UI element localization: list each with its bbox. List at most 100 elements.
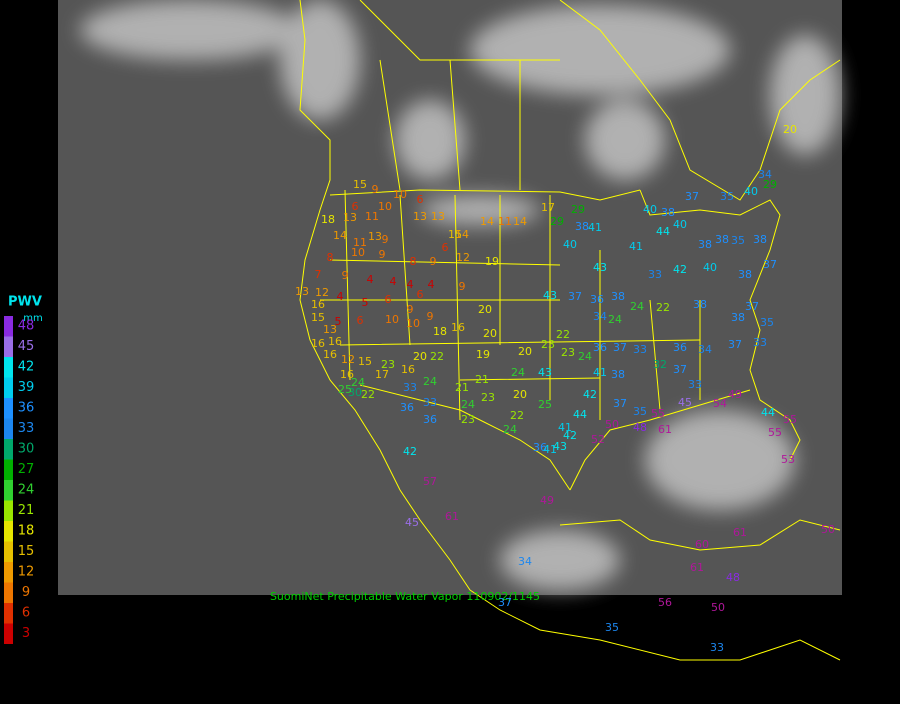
station-value: 4	[390, 275, 397, 288]
station-value: 38	[753, 233, 767, 246]
station-value: 25	[538, 398, 552, 411]
station-value: 6	[357, 314, 364, 327]
station-value: 43	[593, 261, 607, 274]
station-value: 49	[540, 494, 554, 507]
legend-unit: mm	[23, 313, 42, 324]
station-value: 41	[588, 221, 602, 234]
legend-tick-label: 15	[18, 544, 35, 559]
legend-tick-label: 6	[22, 606, 30, 621]
station-value: 18	[321, 213, 335, 226]
legend-swatch	[4, 582, 13, 603]
station-value: 6	[442, 241, 449, 254]
station-value: 4	[407, 278, 414, 291]
station-value: 33	[710, 641, 724, 654]
station-value: 15	[358, 355, 372, 368]
station-value: 5	[335, 315, 342, 328]
station-value: 24	[578, 350, 592, 363]
legend-tick-label: 21	[18, 503, 35, 518]
station-value: 20	[478, 303, 492, 316]
station-value: 25	[338, 383, 352, 396]
station-value: 14	[333, 229, 347, 242]
station-value: 35	[633, 405, 647, 418]
station-value: 10	[378, 200, 392, 213]
station-value: 40	[643, 203, 657, 216]
legend-swatch	[4, 562, 13, 583]
station-value: 10	[393, 188, 407, 201]
legend-swatch	[4, 398, 13, 419]
station-value: 6	[417, 193, 424, 206]
station-value: 38	[738, 268, 752, 281]
legend-swatch	[4, 336, 13, 357]
station-value: 30	[348, 386, 362, 399]
station-value: 13	[295, 285, 309, 298]
legend-tick-label: 36	[18, 401, 35, 416]
station-value: 23	[541, 338, 555, 351]
station-value: 37	[613, 341, 627, 354]
legend-tick-label: 42	[18, 360, 35, 375]
station-value: 20	[483, 327, 497, 340]
legend-swatch	[4, 316, 13, 337]
legend-swatch	[4, 418, 13, 439]
legend-swatch	[4, 480, 13, 501]
station-value: 13	[343, 211, 357, 224]
station-value: 38	[661, 206, 675, 219]
station-value: 11	[365, 210, 379, 223]
station-value: 24	[423, 375, 437, 388]
station-value: 15	[353, 178, 367, 191]
station-value: 20	[413, 350, 427, 363]
station-value: 12	[315, 286, 329, 299]
legend-tick-label: 48	[18, 319, 35, 334]
station-value: 9	[372, 183, 379, 196]
station-value: 14	[455, 228, 469, 241]
station-value: 22	[656, 301, 670, 314]
station-value: 22	[430, 350, 444, 363]
station-value: 22	[510, 409, 524, 422]
station-value: 33	[688, 378, 702, 391]
station-value: 50	[711, 601, 725, 614]
station-value: 32	[653, 358, 667, 371]
station-value: 41	[629, 240, 643, 253]
station-value: 36	[400, 401, 414, 414]
legend-swatch	[4, 541, 13, 562]
station-value: 57	[423, 475, 437, 488]
station-value: 54	[713, 397, 727, 410]
legend-tick-label: 24	[18, 483, 35, 498]
station-value: 22	[556, 328, 570, 341]
station-value: 34	[758, 168, 772, 181]
station-value: 36	[590, 293, 604, 306]
station-value: 36	[593, 341, 607, 354]
station-value: 23	[561, 346, 575, 359]
legend-swatch	[4, 521, 13, 542]
station-value: 55	[783, 413, 797, 426]
station-value: 29	[763, 178, 777, 191]
station-value: 21	[475, 373, 489, 386]
station-value: 8	[327, 251, 334, 264]
station-value: 33	[633, 343, 647, 356]
station-value: 38	[731, 311, 745, 324]
station-value: 36	[423, 413, 437, 426]
station-value: 13	[323, 323, 337, 336]
legend-swatch	[4, 377, 13, 398]
legend-swatch	[4, 459, 13, 480]
station-value: 17	[541, 201, 555, 214]
station-value: 41	[593, 366, 607, 379]
station-value: 9	[427, 310, 434, 323]
station-value: 10	[406, 317, 420, 330]
station-value: 37	[745, 300, 759, 313]
station-value: 12	[456, 251, 470, 264]
station-value: 29	[550, 215, 564, 228]
station-value: 35	[731, 234, 745, 247]
station-value: 14	[513, 215, 527, 228]
station-value: 35	[605, 621, 619, 634]
station-value: 9	[407, 303, 414, 316]
legend-tick-label: 3	[22, 626, 30, 641]
station-value: 15	[448, 228, 462, 241]
station-value: 38	[715, 233, 729, 246]
station-value: 42	[673, 263, 687, 276]
legend-title: PWV	[8, 295, 42, 310]
station-value: 40	[563, 238, 577, 251]
station-value: 9	[382, 233, 389, 246]
station-value: 40	[744, 185, 758, 198]
caption: SuomiNet Precipitable Water Vapor 110902…	[270, 590, 540, 603]
legend-swatch	[4, 439, 13, 460]
